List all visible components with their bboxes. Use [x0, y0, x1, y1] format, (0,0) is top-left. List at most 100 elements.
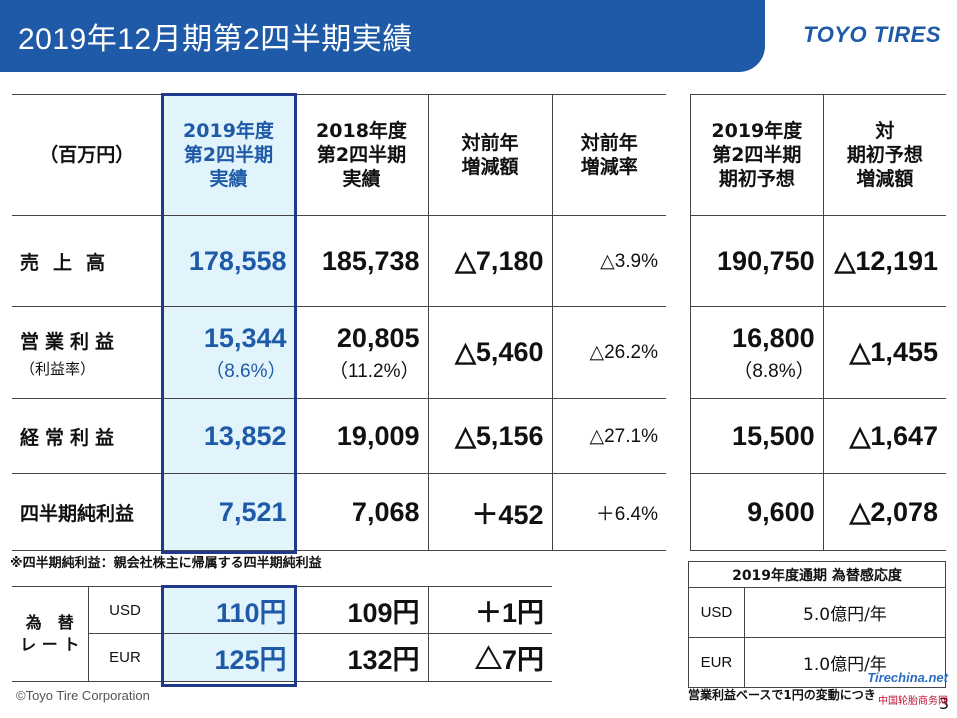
col-header-vs-forecast: 対 期初予想 増減額 [822, 94, 946, 216]
vs-forecast-value: △1,455 [822, 306, 946, 399]
footnote: ※四半期純利益：親会社株主に帰属する四半期純利益 [10, 556, 322, 571]
vs-forecast-value: △2,078 [822, 473, 946, 551]
page-header: 2019年12月期第2四半期実績 TOYO TIRES [0, 0, 957, 72]
title-band: 2019年12月期第2四半期実績 [0, 0, 765, 72]
vs-forecast-value: △1,647 [822, 398, 946, 474]
header-line: 増減率 [580, 156, 638, 178]
row-sublabel: （利益率） [20, 359, 96, 378]
header-line: 実績 [342, 168, 381, 190]
header-line: 第2四半期 [183, 144, 274, 166]
col-header-2019-q2-actual: 2019年度 第2四半期 実績 [161, 94, 295, 216]
row-label: 売上高 [12, 215, 162, 307]
value-subtext: （11.2%） [329, 360, 420, 382]
toyo-tires-logo: TOYO TIRES [803, 22, 941, 47]
yoy-change-value: △5,156 [427, 398, 552, 474]
header-line: 第2四半期 [712, 144, 802, 166]
previous-rate: 132円 [294, 633, 428, 682]
value-text: 185,738 [321, 245, 420, 276]
header-line: 増減額 [461, 156, 519, 178]
row-label-text: 四半期純利益 [20, 502, 135, 525]
sensitivity-value: 5.0億円/年 [743, 587, 947, 638]
currency-label: EUR [688, 637, 745, 688]
header-line: 実績 [209, 168, 248, 190]
row-label-text: 経常利益 [20, 426, 121, 449]
header-line: 2018年度 [316, 120, 407, 142]
header-line: 対前年 [580, 132, 638, 154]
table-row: 経常利益 13,852 19,009 △5,156 △27.1% [12, 398, 666, 474]
fx-rate-table: 為 替 レ ー ト USD 110円 109円 ＋1円 EUR 125円 132… [12, 586, 552, 682]
value-subtext: （8.6%） [205, 360, 287, 382]
fx-label-line: レ ー ト [20, 635, 80, 654]
forecast-value: 190,750 [690, 215, 824, 307]
col-header-2018-q2-actual: 2018年度 第2四半期 実績 [294, 94, 428, 216]
yoy-rate-value: ＋6.4% [551, 473, 666, 551]
previous-value: 20,805 （11.2%） [294, 306, 428, 399]
previous-rate: 109円 [294, 586, 428, 634]
current-value: 15,344 （8.6%） [161, 306, 295, 399]
value-text: 15,344 [203, 322, 287, 353]
forecast-value: 9,600 [690, 473, 824, 551]
page-title: 2019年12月期第2四半期実績 [18, 23, 413, 56]
previous-value: 7,068 [294, 473, 428, 551]
sensitivity-note: 営業利益ベースで1円の変動につき [688, 688, 876, 702]
sensitivity-value: 1.0億円/年 [743, 637, 947, 688]
forecast-table: 2019年度 第2四半期 期初予想 対 期初予想 増減額 190,750 △12… [690, 94, 946, 551]
yoy-rate-value: △3.9% [551, 215, 666, 307]
col-header-yoy-change: 対前年 増減額 [427, 94, 552, 216]
watermark: Tirechina.net 中国轮胎商务网 [862, 668, 948, 712]
fx-rate-label: 為 替 レ ー ト [12, 586, 88, 682]
yoy-rate-value: △27.1% [551, 398, 666, 474]
previous-value: 185,738 [294, 215, 428, 307]
value-text: 15,500 [732, 420, 815, 451]
header-line: 期初予想 [718, 168, 795, 190]
row-label: 経常利益 [12, 398, 162, 474]
current-value: 7,521 [161, 473, 295, 551]
current-rate: 110円 [161, 586, 295, 634]
table-row: EUR 1.0億円/年 [688, 637, 947, 688]
table-row: 16,800 （8.8%） △1,455 [690, 306, 946, 399]
row-label-text: 売上高 [20, 251, 120, 274]
page-number: 3 [938, 694, 949, 713]
header-line: 増減額 [856, 168, 914, 190]
current-value: 13,852 [161, 398, 295, 474]
current-value: 178,558 [161, 215, 295, 307]
unit-label: （百万円） [12, 94, 162, 216]
header-line: 第2四半期 [316, 144, 407, 166]
table-row: 15,500 △1,647 [690, 398, 946, 474]
value-text: 190,750 [717, 245, 815, 276]
watermark-site: Tirechina.net [867, 670, 948, 685]
col-header-2019-q2-forecast: 2019年度 第2四半期 期初予想 [690, 94, 824, 216]
table-row: 9,600 △2,078 [690, 473, 946, 551]
header-line: 2019年度 [711, 120, 803, 142]
yoy-change-value: △7,180 [427, 215, 552, 307]
header-line: 2019年度 [183, 120, 274, 142]
fx-sensitivity-table: 2019年度通期 為替感応度 USD 5.0億円/年 EUR 1.0億円/年 [688, 561, 947, 688]
header-line: 対前年 [461, 132, 519, 154]
table-row: 売上高 178,558 185,738 △7,180 △3.9% [12, 215, 666, 307]
value-text: 19,009 [336, 420, 420, 451]
row-label: 四半期純利益 [12, 473, 162, 551]
value-text: 178,558 [188, 245, 287, 276]
currency-label: USD [688, 587, 745, 638]
yoy-rate-value: △26.2% [551, 306, 666, 399]
table-row: 四半期純利益 7,521 7,068 ＋452 ＋6.4% [12, 473, 666, 551]
value-text: 9,600 [747, 496, 815, 527]
table-row: 為 替 レ ー ト USD 110円 109円 ＋1円 [12, 586, 552, 682]
vs-forecast-value: △12,191 [822, 215, 946, 307]
forecast-value: 16,800 （8.8%） [690, 306, 824, 399]
value-text: 20,805 [336, 322, 420, 353]
watermark-tagline: 中国轮胎商务网 [878, 696, 948, 707]
yoy-change-value: △5,460 [427, 306, 552, 399]
table-row: 営業利益 （利益率） 15,344 （8.6%） 20,805 （11.2%） … [12, 306, 666, 399]
row-label: 営業利益 （利益率） [12, 306, 162, 399]
current-rate: 125円 [161, 633, 295, 682]
value-text: 7,068 [351, 496, 420, 527]
table-row: 190,750 △12,191 [690, 215, 946, 307]
forecast-value: 15,500 [690, 398, 824, 474]
currency-label: USD [87, 586, 162, 634]
col-header-yoy-rate: 対前年 増減率 [551, 94, 666, 216]
rate-change: △7円 [427, 633, 552, 682]
header-line: 期初予想 [846, 144, 923, 166]
fx-label-line: 為 替 [25, 613, 74, 632]
results-table: （百万円） 2019年度 第2四半期 実績 2018年度 第2四半期 実績 対前… [12, 94, 666, 551]
